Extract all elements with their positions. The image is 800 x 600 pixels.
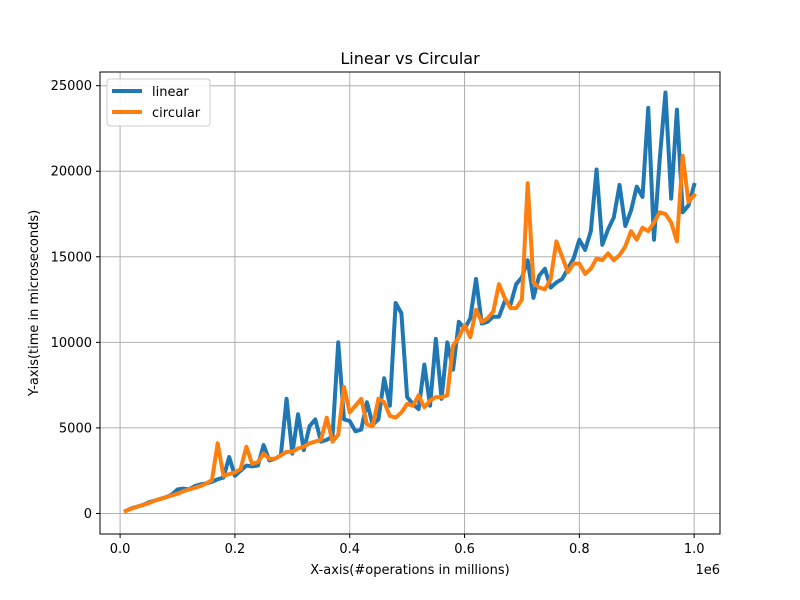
tick-layer: 0.0 0.2 0.4 0.6 0.8 1.0 0 5000 10000 15000 20000 25… (51, 79, 705, 557)
y-tick-label: 15000 (51, 250, 92, 265)
x-tick-label: 0.0 (110, 542, 131, 557)
x-tick-label: 0.6 (454, 542, 475, 557)
y-tick-label: 10000 (51, 336, 92, 351)
legend-label-linear: linear (152, 85, 189, 100)
legend-label-circular: circular (152, 106, 201, 121)
x-tick-label: 0.2 (225, 542, 246, 557)
series-line-circular (123, 153, 697, 514)
x-axis-title: X-axis(#operations in millions) (310, 563, 509, 578)
plot-frame (99, 71, 721, 535)
y-axis-title: Y-axis(time in microseconds) (27, 210, 42, 397)
y-tick-label: 25000 (51, 79, 92, 94)
y-tick-label: 20000 (51, 165, 92, 180)
x-tick-label: 0.8 (569, 542, 590, 557)
chart-title: Linear vs Circular (340, 49, 480, 68)
x-tick-label: 0.4 (339, 542, 360, 557)
y-tick-label: 5000 (59, 421, 92, 436)
legend: linear circular (106, 78, 211, 127)
x-axis-offset-label: 1e6 (695, 563, 720, 578)
series-layer (123, 90, 697, 514)
y-tick-label: 0 (84, 507, 92, 522)
x-tick-label: 1.0 (684, 542, 705, 557)
series-line-linear (123, 90, 697, 514)
